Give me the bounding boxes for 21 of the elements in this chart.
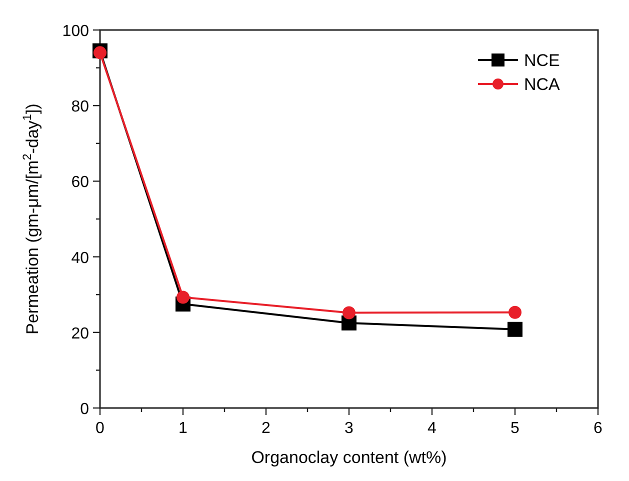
x-tick-label: 6 bbox=[594, 420, 603, 437]
y-tick-label: 100 bbox=[62, 23, 90, 40]
y-tick-label: 20 bbox=[71, 325, 90, 342]
y-tick-label: 40 bbox=[71, 250, 90, 267]
legend-label: NCA bbox=[524, 75, 561, 94]
point bbox=[508, 306, 522, 319]
y-tick-label: 0 bbox=[80, 401, 90, 418]
point bbox=[508, 322, 522, 337]
x-tick-label: 0 bbox=[96, 420, 105, 437]
x-tick-label: 5 bbox=[510, 420, 520, 437]
x-axis-title: Organoclay content (wt%) bbox=[251, 448, 447, 467]
x-tick-label: 4 bbox=[428, 420, 437, 437]
x-tick-label: 1 bbox=[178, 420, 188, 437]
x-tick-label: 2 bbox=[262, 420, 271, 437]
x-tick-label: 3 bbox=[344, 420, 354, 437]
legend-label: NCE bbox=[524, 51, 560, 70]
point bbox=[176, 290, 190, 304]
y-tick-label: 80 bbox=[71, 98, 90, 116]
point bbox=[342, 306, 356, 320]
y-tick-label: 60 bbox=[71, 174, 90, 192]
point bbox=[94, 46, 106, 60]
